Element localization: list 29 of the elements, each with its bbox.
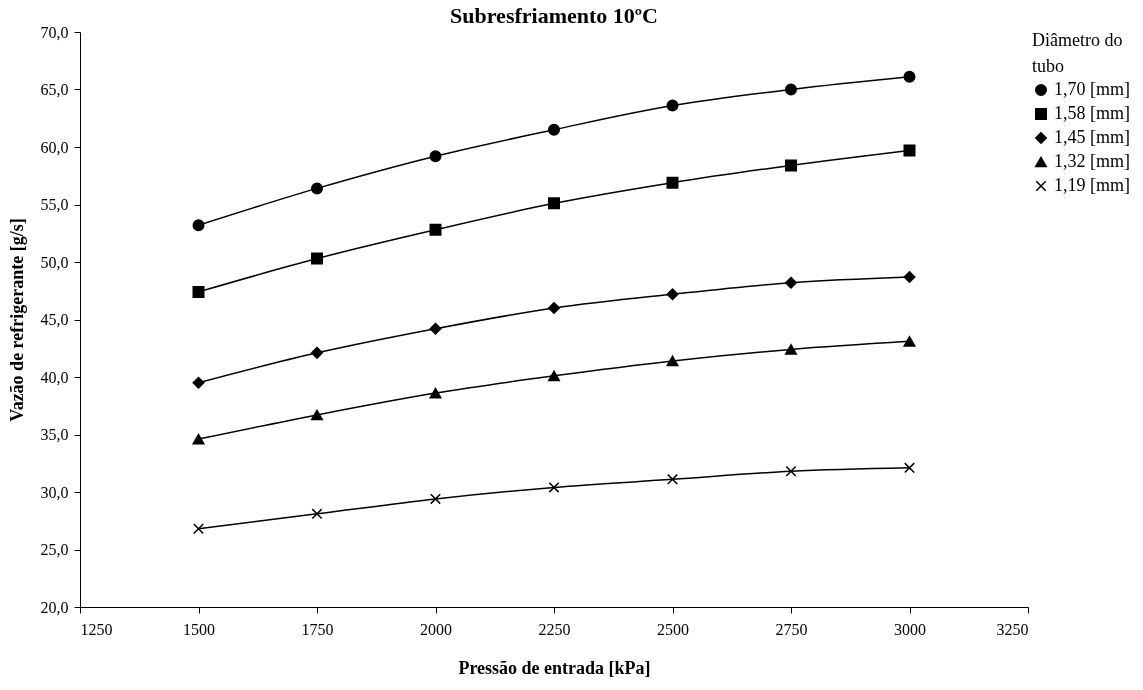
legend-label: 1,19 [mm]	[1054, 175, 1130, 195]
y-tick-label: 30,0	[40, 483, 69, 501]
x-axis-title: Pressão de entrada [kPa]	[458, 657, 651, 678]
legend-label: 1,58 [mm]	[1054, 103, 1130, 123]
x-tick-label: 2250	[538, 620, 571, 638]
x-tick-label: 1750	[301, 620, 334, 638]
x-tick-label: 2750	[775, 620, 808, 638]
y-tick-label: 70,0	[40, 23, 69, 41]
y-tick-label: 40,0	[40, 368, 69, 386]
x-tick-label: 3250	[996, 620, 1029, 638]
x-tick-label: 1500	[183, 620, 215, 638]
x-tick-label: 2000	[420, 620, 452, 638]
x-tick-label: 1250	[80, 620, 113, 638]
y-tick-label: 55,0	[40, 196, 69, 213]
y-tick-label: 45,0	[40, 311, 69, 328]
x-tick-label: 2500	[657, 620, 689, 638]
y-tick-label: 50,0	[40, 253, 69, 271]
legend-label: 1,32 [mm]	[1054, 151, 1130, 171]
y-axis-title: Vazão de refrigerante [g/s]	[6, 218, 27, 422]
legend-title: Diâmetro do tubo	[1032, 30, 1123, 76]
y-tick-label: 25,0	[40, 541, 69, 558]
y-tick-label: 65,0	[40, 81, 69, 98]
chart-title: Subresfriamento 10ºC	[450, 3, 658, 28]
y-tick-label: 35,0	[40, 426, 69, 443]
legend-label: 1,70 [mm]	[1054, 79, 1130, 99]
legend-label: 1,45 [mm]	[1054, 127, 1130, 147]
y-tick-label: 20,0	[40, 598, 69, 616]
x-tick-label: 3000	[894, 620, 926, 638]
y-tick-label: 60,0	[40, 138, 69, 156]
